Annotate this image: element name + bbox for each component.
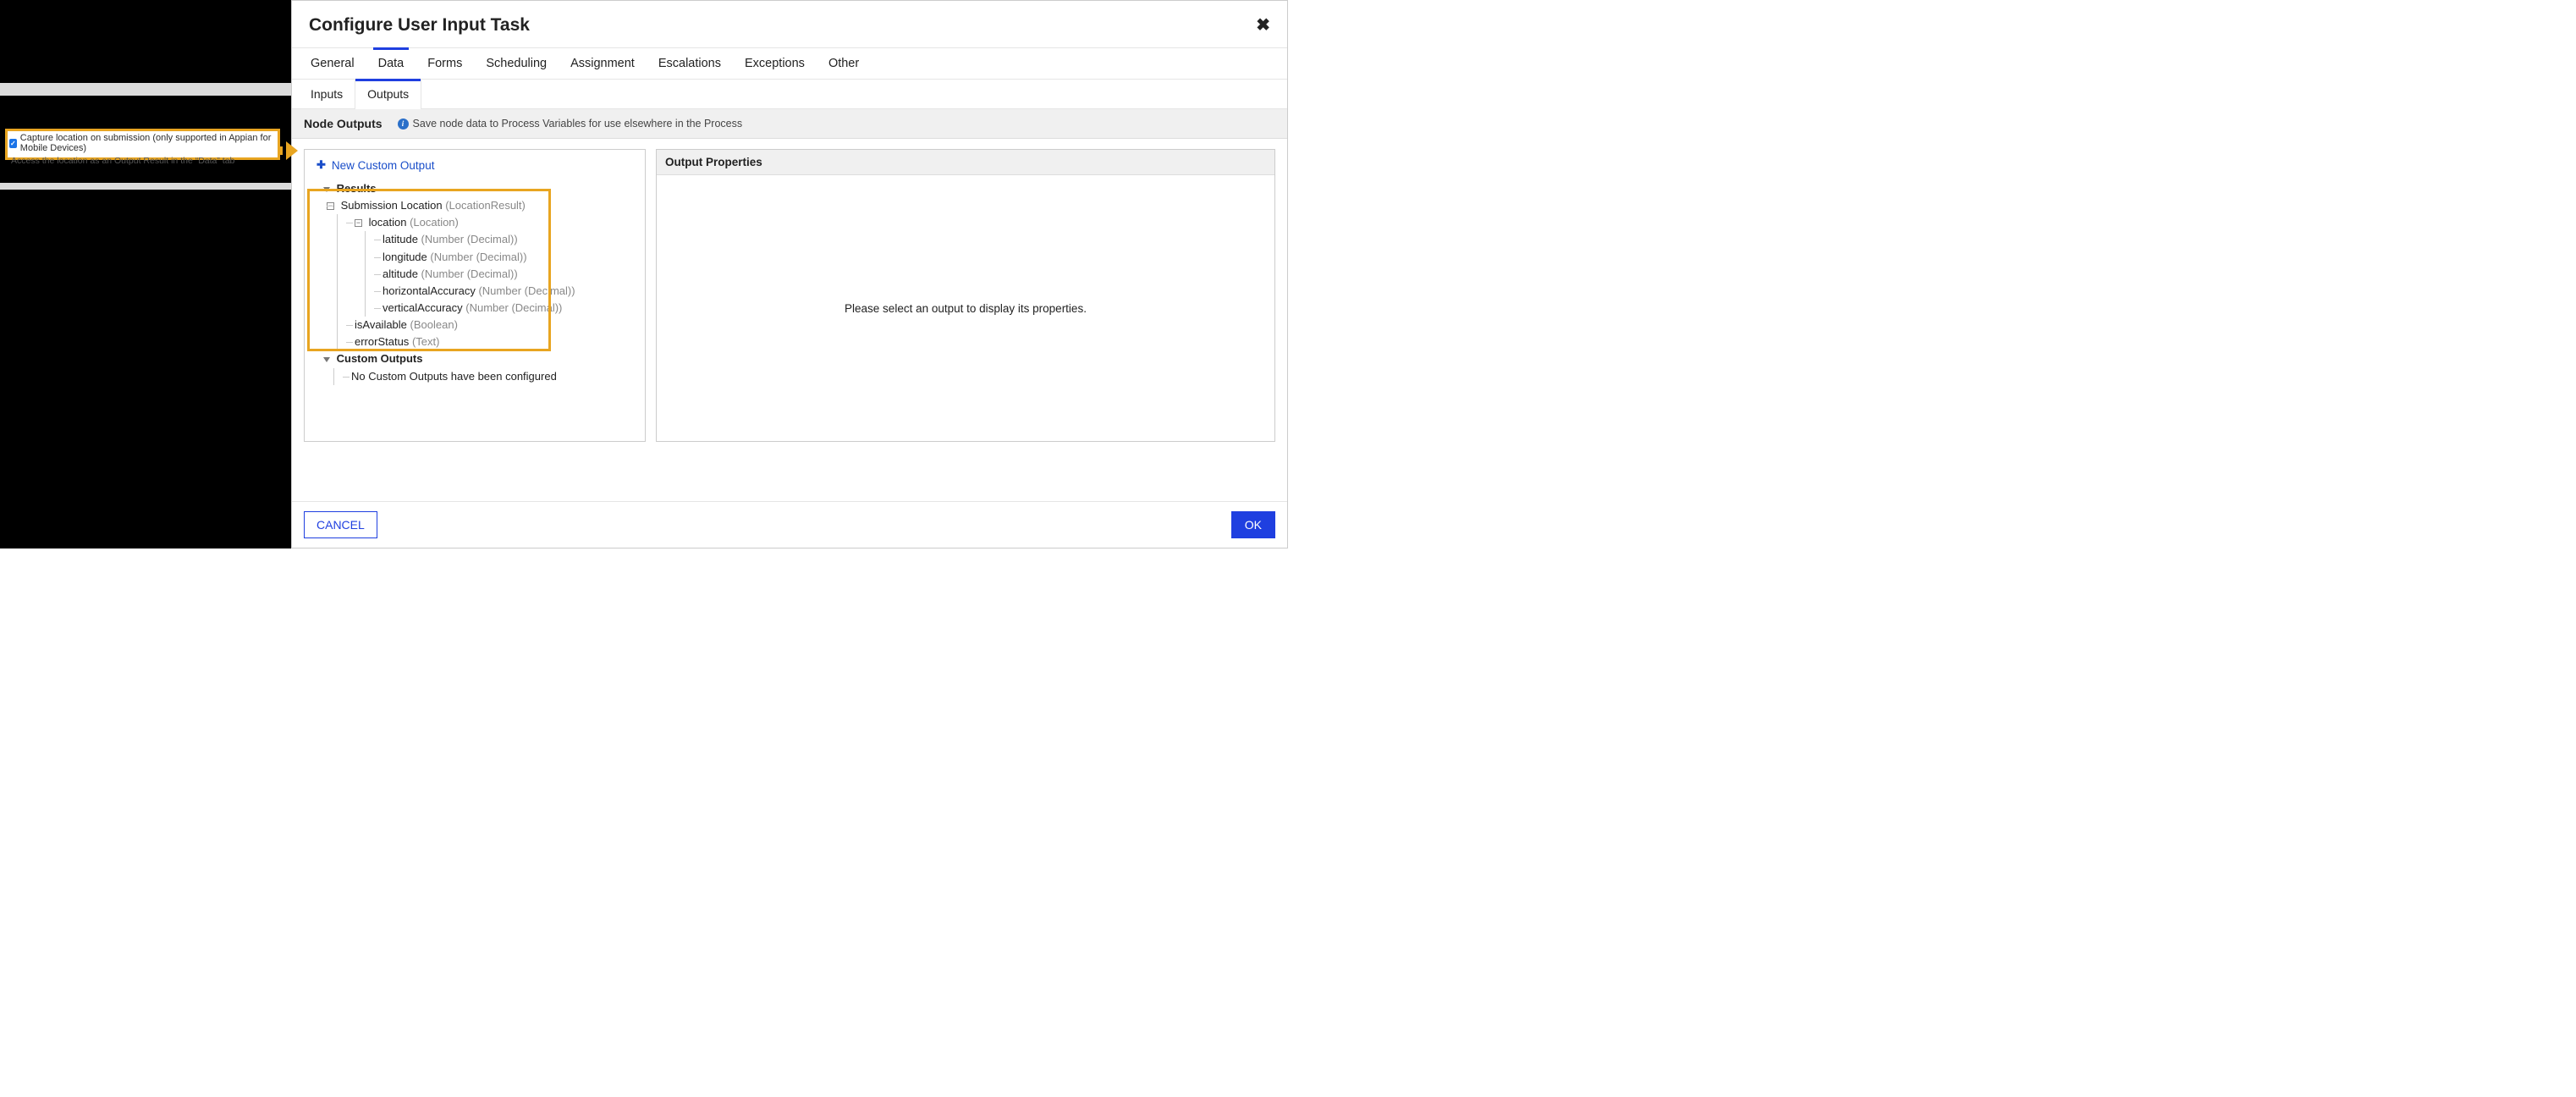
backdrop-gap <box>0 183 291 190</box>
tree-custom-outputs[interactable]: Custom Outputs No Custom Outputs have be… <box>315 350 636 384</box>
tree-altitude[interactable]: altitude (Number (Decimal)) <box>374 266 636 283</box>
tree-custom-outputs-empty: No Custom Outputs have been configured <box>343 368 636 385</box>
tab-assignment[interactable]: Assignment <box>559 48 647 79</box>
tab-exceptions[interactable]: Exceptions <box>733 48 817 79</box>
caret-down-icon <box>323 187 330 192</box>
tree-horizontal-accuracy[interactable]: horizontalAccuracy (Number (Decimal)) <box>374 283 636 300</box>
main-tabs: General Data Forms Scheduling Assignment… <box>292 47 1287 80</box>
close-icon[interactable]: ✖ <box>1256 14 1270 36</box>
tree-submission-location[interactable]: − Submission Location (LocationResult) −… <box>327 197 636 350</box>
node-outputs-header: Node Outputs i Save node data to Process… <box>292 109 1287 139</box>
tab-general[interactable]: General <box>299 48 366 79</box>
backdrop-gap <box>0 83 291 96</box>
tab-outputs[interactable]: Outputs <box>355 80 421 108</box>
configure-task-dialog: Configure User Input Task ✖ General Data… <box>291 0 1288 548</box>
dialog-title: Configure User Input Task <box>309 15 530 36</box>
outputs-content: ✚ New Custom Output Results − Submission… <box>292 139 1287 501</box>
sub-tabs: Inputs Outputs <box>292 80 1287 109</box>
collapse-icon[interactable]: − <box>327 202 334 210</box>
tree-results[interactable]: Results − Submission Location (LocationR… <box>315 180 636 350</box>
left-backdrop <box>0 0 291 548</box>
tab-inputs[interactable]: Inputs <box>299 80 355 108</box>
tree-is-available[interactable]: isAvailable (Boolean) <box>346 317 636 334</box>
backdrop-block <box>0 0 291 83</box>
dialog-footer: CANCEL OK <box>292 501 1287 548</box>
tab-escalations[interactable]: Escalations <box>647 48 733 79</box>
capture-location-label: Capture location on submission (only sup… <box>20 133 276 153</box>
new-custom-output-link[interactable]: ✚ New Custom Output <box>313 158 636 172</box>
tab-scheduling[interactable]: Scheduling <box>474 48 559 79</box>
tree-vertical-accuracy[interactable]: verticalAccuracy (Number (Decimal)) <box>374 300 636 317</box>
node-outputs-hint: i Save node data to Process Variables fo… <box>398 118 743 130</box>
dialog-header: Configure User Input Task ✖ <box>292 1 1287 47</box>
info-icon: i <box>398 119 409 130</box>
capture-location-hint: Access the location as an Output Result … <box>9 156 276 166</box>
tree-longitude[interactable]: longitude (Number (Decimal)) <box>374 249 636 266</box>
output-properties-title: Output Properties <box>657 150 1274 175</box>
output-properties-panel: Output Properties Please select an outpu… <box>656 149 1275 442</box>
caret-down-icon <box>323 357 330 362</box>
outputs-tree-panel: ✚ New Custom Output Results − Submission… <box>304 149 646 442</box>
tab-forms[interactable]: Forms <box>416 48 474 79</box>
plus-icon: ✚ <box>316 158 326 172</box>
node-outputs-title: Node Outputs <box>304 117 383 130</box>
output-properties-placeholder: Please select an output to display its p… <box>657 175 1274 441</box>
capture-location-callout: ✓ Capture location on submission (only s… <box>5 129 280 160</box>
ok-button[interactable]: OK <box>1231 511 1275 538</box>
capture-location-checkbox[interactable]: ✓ <box>9 139 17 148</box>
tab-other[interactable]: Other <box>817 48 871 79</box>
collapse-icon[interactable]: − <box>355 219 362 227</box>
tree-location[interactable]: − location (Location) latitude (Number (… <box>346 214 636 317</box>
cancel-button[interactable]: CANCEL <box>304 511 377 538</box>
backdrop-block <box>0 190 291 548</box>
tree-error-status[interactable]: errorStatus (Text) <box>346 334 636 350</box>
tree-latitude[interactable]: latitude (Number (Decimal)) <box>374 231 636 248</box>
tab-data[interactable]: Data <box>366 48 416 79</box>
outputs-tree: Results − Submission Location (LocationR… <box>313 180 636 385</box>
